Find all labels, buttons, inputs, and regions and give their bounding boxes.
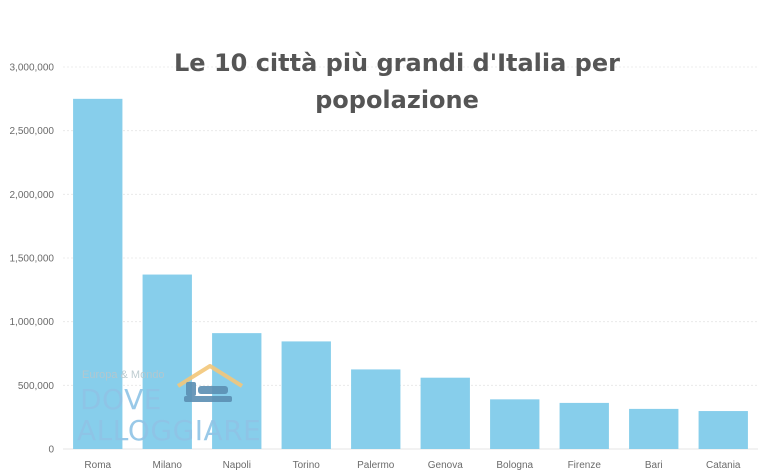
y-tick-label: 1,000,000 (10, 317, 55, 328)
bar-genova (420, 377, 470, 449)
y-tick-label: 3,000,000 (10, 63, 55, 74)
watermark-logo: Europa & Mondo DOVE ALLOGGIARE (77, 364, 261, 447)
y-tick-label: 0 (48, 445, 54, 456)
bar-bologna (490, 399, 540, 449)
y-tick-label: 2,500,000 (10, 126, 55, 137)
house-icon (176, 364, 244, 402)
x-tick-label: Roma (84, 460, 111, 471)
chart-title-line-2: popolazione (315, 86, 479, 114)
x-tick-label: Catania (706, 460, 741, 471)
y-tick-label: 2,000,000 (10, 190, 55, 201)
bar-firenze (559, 402, 609, 449)
watermark-tagline: Europa & Mondo (82, 369, 165, 381)
x-tick-label: Palermo (357, 460, 395, 471)
bar-palermo (351, 369, 401, 449)
bar-bari (629, 408, 679, 449)
x-tick-label: Genova (428, 460, 463, 471)
x-tick-label: Milano (153, 460, 183, 471)
x-tick-label: Bari (645, 460, 663, 471)
bar-roma (73, 98, 123, 449)
y-tick-label: 500,000 (18, 381, 55, 392)
bar-torino (281, 341, 331, 449)
watermark-line-2: ALLOGGIARE (77, 414, 261, 447)
chart-title-line-1: Le 10 città più grandi d'Italia per (174, 49, 620, 77)
x-tick-label: Bologna (496, 460, 533, 471)
y-tick-label: 1,500,000 (10, 254, 55, 265)
bar-milano (142, 274, 192, 449)
y-axis-ticks: 0 500,000 1,000,000 1,500,000 2,000,000 2,500… (10, 63, 55, 456)
x-axis-ticks: Roma Milano Napoli Torino Palermo Genova Bolog… (84, 460, 741, 471)
bar-catania (698, 411, 748, 449)
x-tick-label: Firenze (568, 460, 602, 471)
bars (73, 98, 748, 449)
x-tick-label: Napoli (223, 460, 251, 471)
x-tick-label: Torino (293, 460, 321, 471)
watermark-line-1: DOVE (80, 383, 162, 416)
